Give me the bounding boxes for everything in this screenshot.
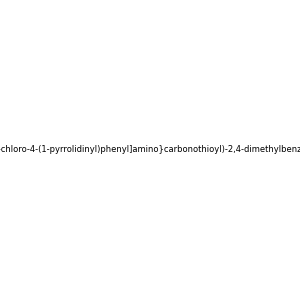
Text: N-({[3-chloro-4-(1-pyrrolidinyl)phenyl]amino}carbonothioyl)-2,4-dimethylbenzamid: N-({[3-chloro-4-(1-pyrrolidinyl)phenyl]a… — [0, 146, 300, 154]
